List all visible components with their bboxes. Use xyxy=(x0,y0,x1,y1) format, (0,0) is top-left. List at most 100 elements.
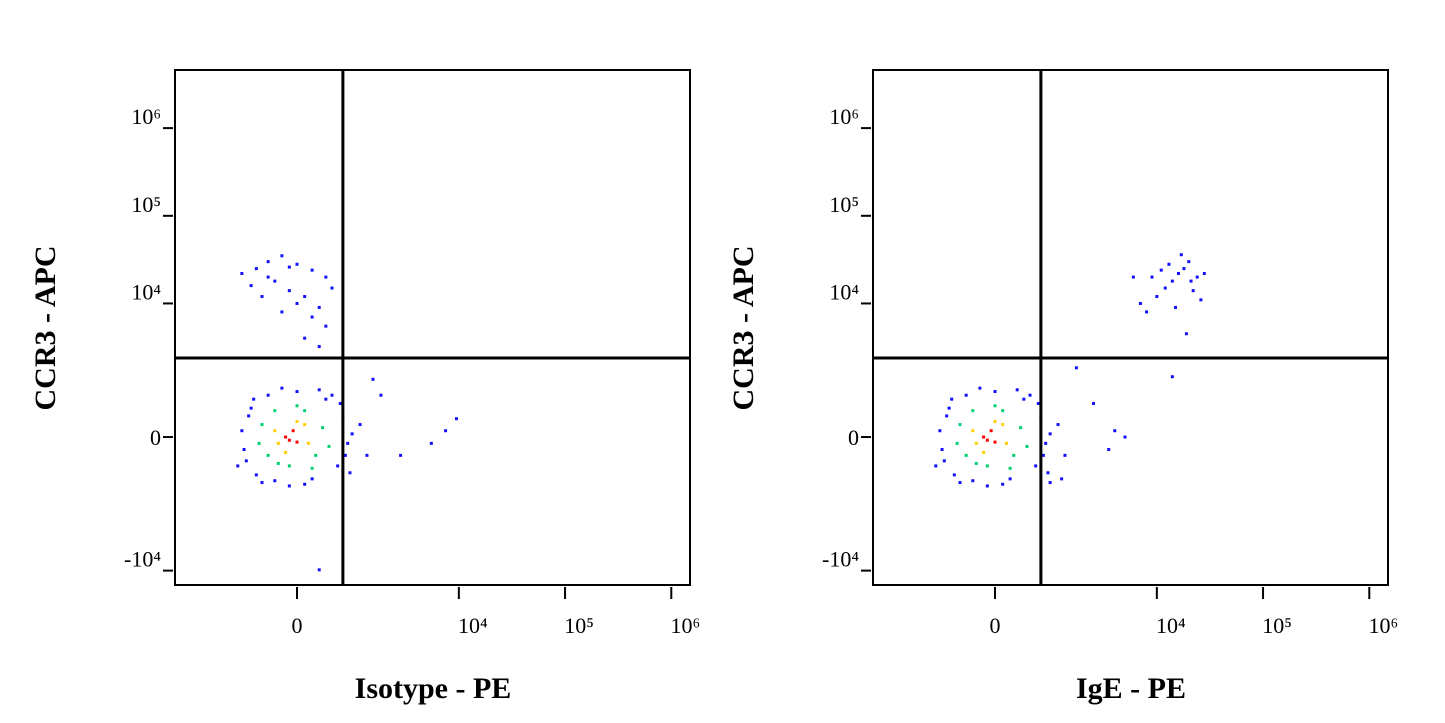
event-dot xyxy=(287,438,291,442)
event-dot xyxy=(310,466,314,470)
event-dot xyxy=(1170,279,1174,283)
event-dot xyxy=(1170,375,1174,379)
event-dot xyxy=(958,423,962,427)
y-tick-label: -10⁴ xyxy=(822,547,859,572)
plot-frame xyxy=(872,69,1389,586)
event-dot xyxy=(942,459,946,463)
x-tick-label: 10⁴ xyxy=(458,613,488,638)
y-tick-label: 10⁶ xyxy=(829,104,859,129)
event-dot xyxy=(247,414,251,418)
event-dot xyxy=(321,426,325,430)
event-dot xyxy=(993,440,997,444)
event-dot xyxy=(974,441,978,445)
event-dot xyxy=(1113,429,1117,433)
event-dot xyxy=(1199,298,1203,302)
event-dot xyxy=(1041,453,1045,457)
plot-frame xyxy=(174,69,691,586)
event-dot xyxy=(291,429,295,433)
event-dot xyxy=(287,289,291,293)
event-dot xyxy=(276,461,280,465)
event-dot xyxy=(287,484,291,488)
event-dot xyxy=(295,404,299,408)
event-dot xyxy=(950,397,954,401)
event-dot xyxy=(1179,253,1183,257)
event-dot xyxy=(1022,397,1026,401)
event-dot xyxy=(1167,262,1171,266)
event-dot xyxy=(303,409,307,413)
event-dot xyxy=(273,279,277,283)
event-dot xyxy=(1123,435,1127,439)
event-dot xyxy=(236,464,240,468)
event-dot xyxy=(260,481,264,485)
event-dot xyxy=(1008,466,1012,470)
event-dot xyxy=(280,254,284,258)
y-tick-label: 10⁵ xyxy=(131,192,161,217)
event-dot xyxy=(1008,477,1012,481)
event-dot xyxy=(985,464,989,468)
y-tick-label: 0 xyxy=(150,425,161,450)
event-dot xyxy=(974,461,978,465)
event-dot xyxy=(303,295,307,299)
event-dot xyxy=(324,397,328,401)
event-dot xyxy=(287,265,291,269)
event-dot xyxy=(371,377,375,381)
y-tick-label: 10⁵ xyxy=(829,192,859,217)
x-tick-label: 0 xyxy=(990,613,1001,638)
event-dot xyxy=(1145,310,1149,314)
event-dot xyxy=(1187,260,1191,264)
event-dot xyxy=(327,444,331,448)
event-dot xyxy=(982,435,986,439)
event-dot xyxy=(971,429,975,433)
event-dot xyxy=(1063,453,1067,457)
event-dot xyxy=(266,260,270,264)
event-dot xyxy=(1189,279,1193,283)
event-dot xyxy=(314,453,318,457)
event-dot xyxy=(310,268,314,272)
event-dot xyxy=(249,406,253,410)
event-dot xyxy=(330,286,334,290)
event-dot xyxy=(260,423,264,427)
event-dot xyxy=(993,404,997,408)
event-dot xyxy=(1138,301,1142,305)
event-dot xyxy=(257,441,261,445)
event-dot xyxy=(242,448,246,452)
event-dot xyxy=(982,450,986,454)
event-dot xyxy=(273,409,277,413)
event-dot xyxy=(1074,366,1078,370)
event-dot xyxy=(1028,393,1032,397)
event-dot xyxy=(358,423,362,427)
event-dot xyxy=(317,345,321,349)
event-dot xyxy=(284,435,288,439)
event-dot xyxy=(348,471,352,475)
x-tick-label: 0 xyxy=(292,613,303,638)
y-tick-label: 10⁶ xyxy=(131,104,161,129)
event-dot xyxy=(399,453,403,457)
event-dot xyxy=(1056,423,1060,427)
event-dot xyxy=(454,417,458,421)
event-dot xyxy=(276,441,280,445)
event-dot xyxy=(1012,453,1016,457)
event-dot xyxy=(343,453,347,457)
event-dot xyxy=(1131,275,1135,279)
event-dot xyxy=(1001,423,1005,427)
y-axis-title: CCR3 - APC xyxy=(29,246,62,411)
event-dot xyxy=(1155,295,1159,299)
event-dot xyxy=(1019,426,1023,430)
event-dot xyxy=(365,453,369,457)
event-dot xyxy=(1107,448,1111,452)
event-dot xyxy=(934,464,938,468)
event-dot xyxy=(295,420,299,424)
event-dot xyxy=(1195,275,1199,279)
event-dot xyxy=(303,336,307,340)
event-dot xyxy=(324,324,328,328)
event-dot xyxy=(940,448,944,452)
event-dot xyxy=(260,295,264,299)
event-dot xyxy=(280,310,284,314)
x-axis-title: IgE - PE xyxy=(1076,672,1186,705)
x-tick-label: 10⁶ xyxy=(1368,613,1398,638)
event-dot xyxy=(1015,388,1019,392)
event-dot xyxy=(1060,477,1064,481)
event-dot xyxy=(971,409,975,413)
event-dot xyxy=(295,262,299,266)
